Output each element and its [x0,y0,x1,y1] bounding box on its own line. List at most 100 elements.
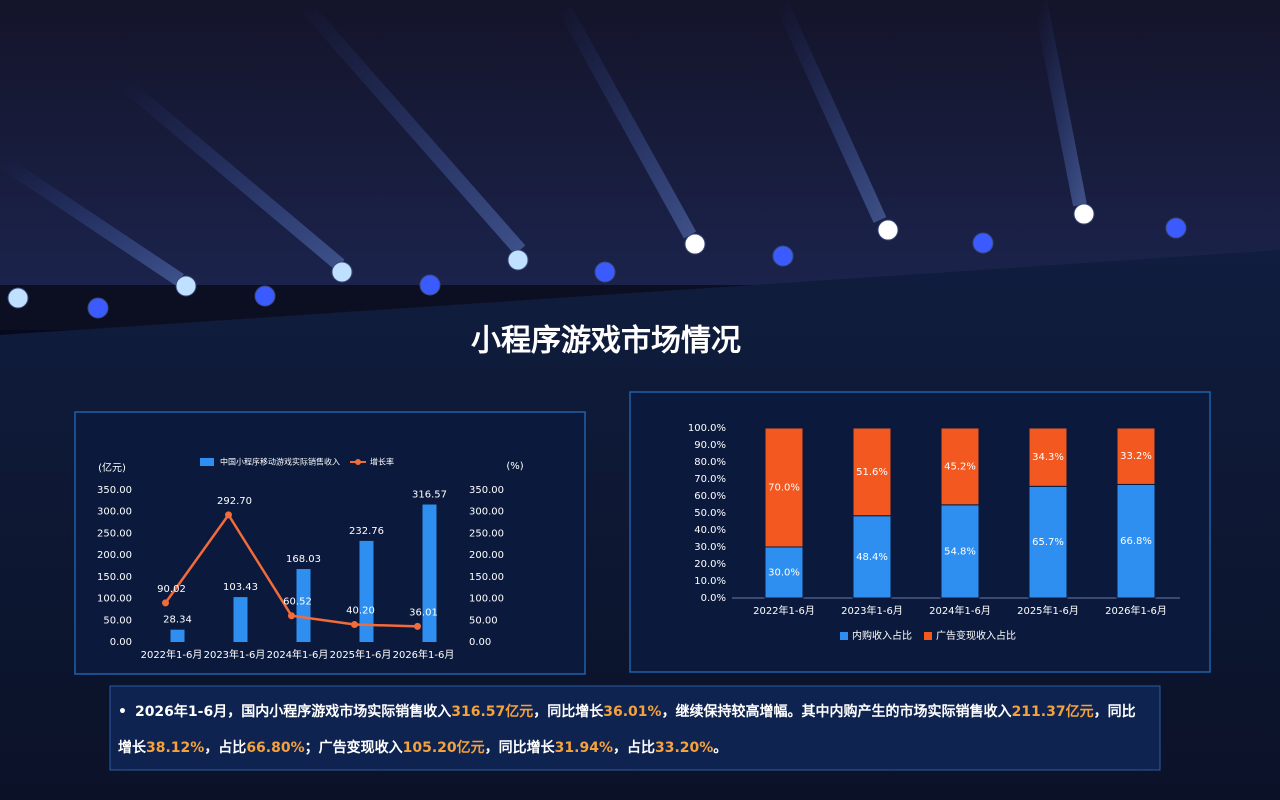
summary-segment: ，同比增长 [484,740,555,756]
data-label: 28.34 [163,615,192,626]
y-tick-label: 250.00 [469,528,504,539]
y-tick-label: 300.00 [469,507,504,518]
bar-segment [1028,485,1068,599]
x-tick-label: 2026年1-6月 [393,648,455,661]
data-label: 316.57 [412,490,447,501]
y-tick-label: 50.00 [103,615,132,626]
x-tick-label: 2025年1-6月 [1017,604,1079,617]
bar-segment [1116,483,1156,599]
y-tick-label: 60.0% [694,491,726,502]
y-tick-label: 250.00 [97,528,132,539]
y-tick-label: 150.00 [97,572,132,583]
summary-segment: 36.01% [603,704,662,720]
x-tick-label: 2023年1-6月 [841,604,903,617]
light-beams [0,0,1087,286]
summary-segment: ，继续保持较高增幅。其中内购产生的市场实际销售收入 [661,704,1012,720]
summary-segment: 31.94% [554,740,613,756]
x-tick-label: 2024年1-6月 [929,604,991,617]
summary-segment: 316.57亿元 [451,704,534,720]
y-axis-label: (亿元) [98,461,126,474]
y-tick-label: 80.0% [694,457,726,468]
line-point [225,511,232,519]
data-label: 33.2% [1120,451,1152,462]
y-tick-label: 350.00 [97,485,132,496]
bar-segment [1028,427,1068,487]
data-label: 103.43 [223,582,258,593]
summary-segment: ，同比增长 [533,704,604,720]
legend-swatch [200,458,214,466]
data-label: 51.6% [856,467,888,478]
summary: 2026年1-6月，国内小程序游戏市场实际销售收入316.57亿元，同比增长36… [118,694,1148,766]
bar [422,504,437,642]
y-tick-label: 90.0% [694,440,726,451]
data-label: 36.01 [409,607,438,618]
data-label: 232.76 [349,526,384,537]
summary-segment: ；广告变现收入 [304,740,403,756]
legend-swatch [924,632,932,640]
data-label: 30.0% [768,568,800,579]
bar [359,540,374,642]
y-tick-label: 150.00 [469,572,504,583]
y-tick-label: 20.0% [694,559,726,570]
data-label: 54.8% [944,546,976,557]
y-tick-label: 50.0% [694,508,726,519]
data-label: 70.0% [768,483,800,494]
data-label: 90.02 [157,584,186,595]
data-label: 168.03 [286,554,321,565]
data-label: 60.52 [283,597,312,608]
data-label: 65.7% [1032,537,1064,548]
y-tick-label: 50.00 [469,615,498,626]
left-panel [74,411,586,675]
y-tick-label: 350.00 [469,485,504,496]
bar-segment [1116,427,1156,485]
bar-segment [852,427,892,517]
line-point [162,599,169,607]
bar-segment [940,427,980,506]
bar-segment [852,515,892,599]
summary-segment: ，同比增长 [118,704,1136,756]
x-tick-label: 2025年1-6月 [330,648,392,661]
x-tick-label: 2022年1-6月 [141,648,203,661]
legend-label: 中国小程序移动游戏实际销售收入 [220,457,340,467]
summary-segment: 2026年1-6月，国内小程序游戏市场实际销售收入 [134,704,452,720]
bar [170,629,185,642]
legend-swatch [840,632,848,640]
line-point [288,612,295,620]
slide-title: 小程序游戏市场情况 [471,324,741,359]
bar-segment [940,504,980,599]
y-tick-label: 30.0% [694,542,726,553]
data-label: 45.2% [944,461,976,472]
summary-segment: 38.12% [146,740,205,756]
bar [233,597,248,642]
bar [296,569,311,642]
legend-swatch [355,459,361,465]
summary-segment: 66.80% [246,740,305,756]
data-label: 48.4% [856,552,888,563]
line-point [351,621,358,629]
y-tick-label: 200.00 [97,550,132,561]
line-point [414,622,421,630]
summary-segment: 105.20亿元 [402,740,485,756]
x-tick-label: 2024年1-6月 [267,648,329,661]
x-tick-label: 2026年1-6月 [1105,604,1167,617]
data-label: 34.3% [1032,452,1064,463]
y-tick-label: 70.0% [694,474,726,485]
y-tick-label: 100.0% [688,423,726,434]
y-tick-label: 10.0% [694,576,726,587]
summary-segment: ，占比 [204,740,247,756]
data-label: 292.70 [217,496,252,507]
x-tick-label: 2023年1-6月 [204,648,266,661]
summary-segment: 211.37亿元 [1011,704,1094,720]
y-tick-label: 300.00 [97,507,132,518]
right-panel [629,391,1211,673]
y-tick-label: 100.00 [97,594,132,605]
y2-axis-label: (%) [506,461,523,472]
y-tick-label: 100.00 [469,594,504,605]
y-tick-label: 0.00 [110,637,132,648]
y-tick-label: 0.00 [469,637,491,648]
summary-segment: 。 [713,740,728,756]
data-label: 40.20 [346,606,375,617]
bar-segment [764,546,804,599]
